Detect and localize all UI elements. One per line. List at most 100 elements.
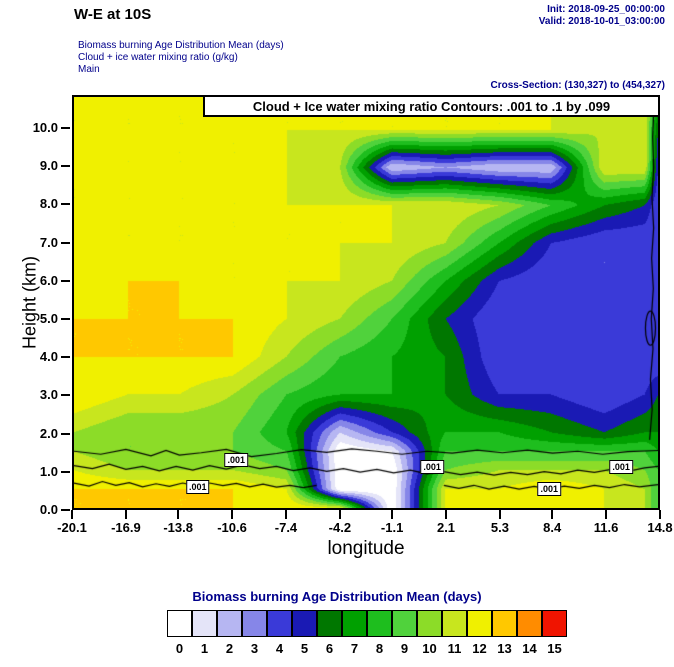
y-tick-label: 5.0 [39, 310, 58, 326]
colorbar-label: 7 [350, 641, 359, 656]
plot-area: Cloud + Ice water mixing ratio Contours:… [72, 95, 660, 510]
colorbar-title: Biomass burning Age Distribution Mean (d… [192, 589, 482, 604]
cross-section-label: Cross-Section: (130,327) to (454,327) [490, 80, 665, 91]
desc-line-age: Biomass burning Age Distribution Mean (d… [78, 40, 284, 51]
x-tick-mark [498, 510, 501, 519]
x-tick-label: -1.1 [380, 520, 404, 535]
y-tick-mark [61, 432, 70, 435]
x-tick-mark [124, 510, 127, 519]
colorbar-box [167, 610, 192, 637]
colorbar-label: 14 [522, 641, 537, 656]
colorbar-box [367, 610, 392, 637]
contour-label: .001 [224, 452, 249, 467]
x-tick-label: -16.9 [111, 520, 141, 535]
y-tick-mark [61, 203, 70, 206]
colorbar-label: 12 [472, 641, 487, 656]
x-tick-label: 11.6 [593, 520, 619, 535]
colorbar-label: 6 [325, 641, 334, 656]
x-tick-mark [231, 510, 234, 519]
colorbar-box [517, 610, 542, 637]
colorbar-label: 9 [400, 641, 409, 656]
y-tick-mark [61, 509, 70, 511]
colorbar-label: 1 [200, 641, 209, 656]
colorbar-label: 10 [422, 641, 437, 656]
colorbar-box [267, 610, 292, 637]
init-valid-block: Init: 2018-09-25_00:00:00 Valid: 2018-10… [539, 4, 665, 28]
y-tick-label: 3.0 [39, 387, 58, 403]
colorbar-box [292, 610, 317, 637]
x-tick-label: 2.1 [436, 520, 456, 535]
colorbar-label: 8 [375, 641, 384, 656]
x-tick-mark [391, 510, 394, 519]
colorbar-label: 0 [175, 641, 184, 656]
colorbar-box [392, 610, 417, 637]
y-tick-mark [61, 165, 70, 168]
x-axis-title: longitude [327, 538, 405, 559]
colorbar-box [217, 610, 242, 637]
y-tick-mark [61, 317, 70, 320]
colorbar-box [442, 610, 467, 637]
x-tick-mark [605, 510, 608, 519]
colorbar-box [317, 610, 342, 637]
contour-label: .001 [420, 460, 444, 475]
y-tick-label: 6.0 [39, 272, 58, 288]
desc-line-domain: Main [78, 64, 100, 75]
y-tick-label: 2.0 [39, 425, 58, 441]
x-tick-label: 5.3 [490, 520, 509, 535]
y-tick-label: 8.0 [39, 196, 58, 212]
colorbar-label: 2 [225, 641, 234, 656]
y-tick-label: 0.0 [39, 502, 58, 517]
colorbar-label: 15 [547, 641, 562, 656]
x-tick-mark [338, 510, 341, 519]
contour-label: .001 [609, 460, 633, 475]
x-tick-label: -4.2 [328, 520, 352, 535]
y-tick-label: 9.0 [39, 158, 58, 174]
colorbar-label: 5 [300, 641, 309, 656]
colorbar-box [342, 610, 367, 637]
colorbar-box [242, 610, 267, 637]
x-tick-label: -13.8 [163, 520, 193, 535]
x-tick-mark [551, 510, 554, 519]
colorbar-labels: 0 1 2 3 4 5 6 7 8 9 10 11 12 13 14 15 [167, 641, 567, 656]
colorbar-label: 11 [447, 641, 462, 656]
valid-line: Valid: 2018-10-01_03:00:00 [538, 16, 665, 27]
x-tick-mark [659, 510, 661, 519]
y-tick-mark [61, 470, 70, 473]
y-axis-title: Height (km) [19, 256, 40, 350]
heatmap-canvas [74, 97, 658, 508]
desc-line-cloud: Cloud + ice water mixing ratio (g/kg) [78, 52, 238, 63]
init-line: Init: 2018-09-25_00:00:00 [547, 4, 665, 15]
y-tick-mark [61, 241, 70, 244]
colorbar-label: 3 [250, 641, 259, 656]
contour-label: .001 [537, 482, 561, 497]
colorbar-box [542, 610, 567, 637]
y-tick-label: 7.0 [39, 234, 58, 250]
x-tick-label: 14.8 [647, 520, 673, 535]
colorbar-box [492, 610, 517, 637]
x-tick-label: -20.1 [57, 520, 87, 535]
y-tick-mark [61, 394, 70, 397]
main-title: W-E at 10S [74, 6, 152, 23]
colorbar-box [417, 610, 442, 637]
x-tick-mark [71, 510, 73, 519]
colorbar-box [192, 610, 217, 637]
contour-header: Cloud + Ice water mixing ratio Contours:… [203, 95, 660, 117]
x-tick-mark [284, 510, 287, 519]
colorbar-box [467, 610, 492, 637]
x-tick-label: 8.4 [543, 520, 562, 535]
x-tick-mark [177, 510, 180, 519]
contour-label: .001 [186, 480, 210, 495]
x-tick-label: -10.6 [217, 520, 247, 535]
y-tick-mark [61, 279, 70, 282]
x-tick-mark [445, 510, 448, 519]
colorbar-label: 4 [275, 641, 284, 656]
y-tick-label: 10.0 [32, 119, 58, 135]
y-tick-mark [61, 356, 70, 359]
colorbar [167, 610, 567, 637]
y-tick-label: 4.0 [39, 349, 58, 365]
x-tick-label: -7.4 [274, 520, 298, 535]
y-tick-mark [61, 126, 70, 129]
y-tick-label: 1.0 [39, 463, 58, 479]
description-block: Biomass burning Age Distribution Mean (d… [78, 40, 284, 76]
